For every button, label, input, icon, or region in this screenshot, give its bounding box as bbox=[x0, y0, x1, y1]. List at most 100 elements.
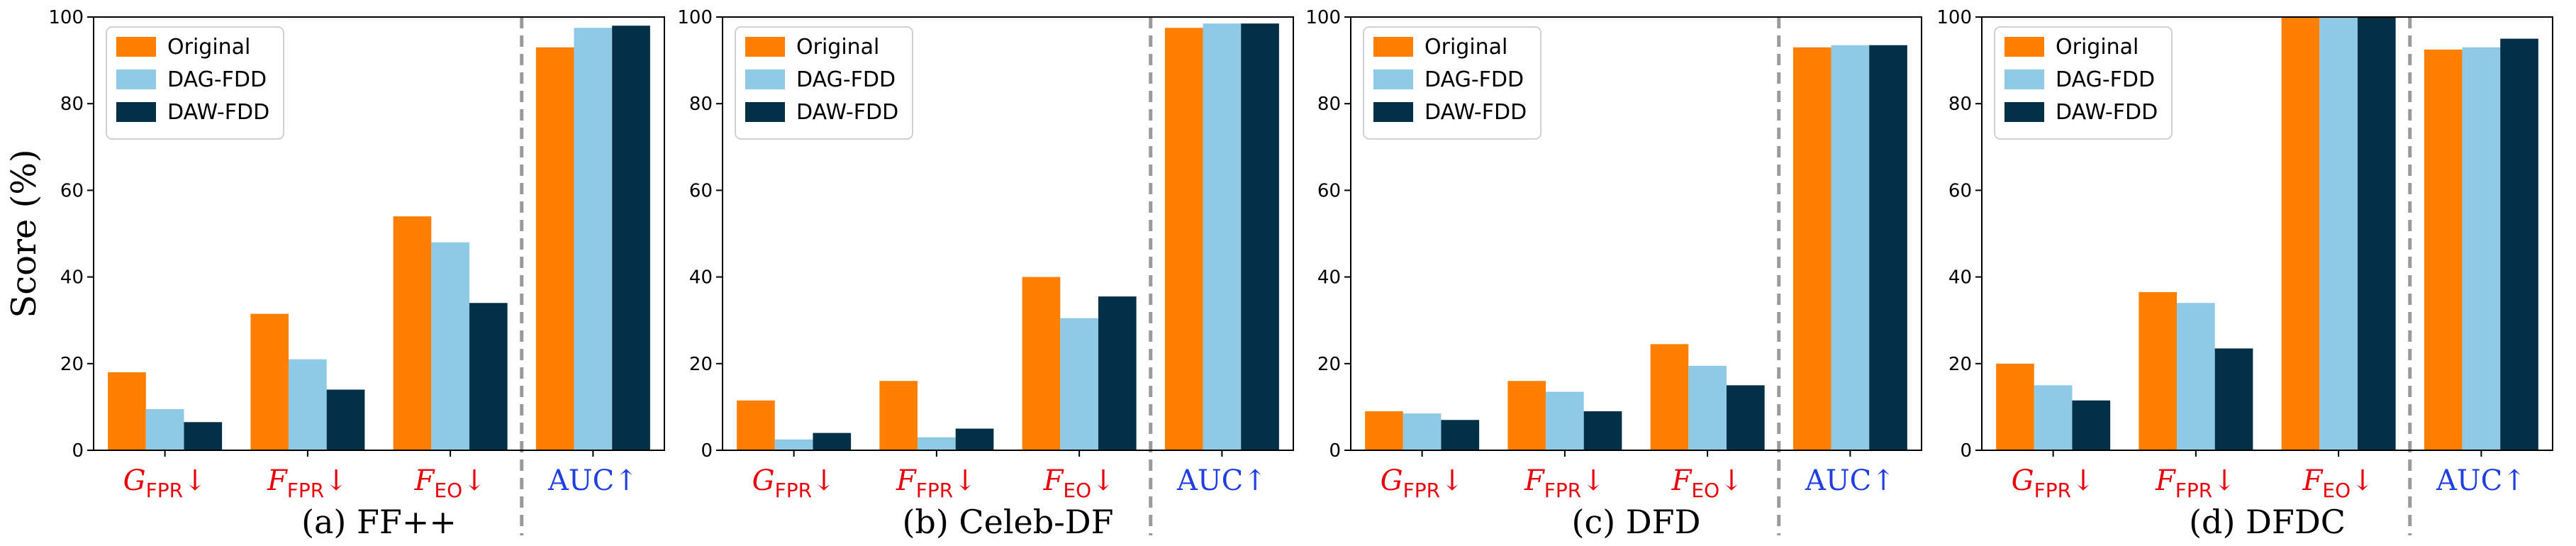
legend-swatch-0 bbox=[1373, 37, 1413, 57]
x-category-label-2: FEO↓ bbox=[1043, 464, 1115, 502]
category-base: AUC bbox=[547, 464, 614, 497]
legend: Original DAG-FDD DAW-FDD bbox=[1994, 26, 2173, 140]
bar-original-3 bbox=[1164, 28, 1203, 450]
legend-swatch-1 bbox=[745, 69, 785, 89]
bar-daw-fdd-1 bbox=[1583, 411, 1622, 450]
y-tick-label-2: 40 bbox=[689, 267, 713, 289]
axes-frame bbox=[722, 16, 1294, 451]
category-base: F bbox=[896, 464, 917, 497]
x-category-label-1: FFPR↓ bbox=[2155, 464, 2236, 502]
legend-swatch-1 bbox=[116, 69, 156, 89]
panel-caption: (b) Celeb-DF bbox=[902, 503, 1113, 541]
bar-daw-fdd-2 bbox=[469, 303, 508, 450]
bars-group bbox=[1365, 45, 1907, 450]
legend-label-1: DAG-FDD bbox=[2056, 67, 2155, 92]
bar-original-3 bbox=[2424, 49, 2463, 450]
bar-dag-fdd-1 bbox=[1546, 391, 1584, 450]
axes-frame bbox=[1981, 16, 2553, 451]
bar-dag-fdd-2 bbox=[431, 242, 469, 450]
category-base: G bbox=[1381, 464, 1403, 497]
bar-dag-fdd-3 bbox=[574, 28, 613, 450]
bar-original-2 bbox=[1650, 344, 1689, 450]
legend-label-1: DAG-FDD bbox=[796, 67, 896, 92]
legend-swatch-2 bbox=[116, 102, 156, 122]
x-category-label-0: GFPR↓ bbox=[1381, 464, 1464, 502]
category-arrow: ↓ bbox=[1581, 464, 1605, 497]
category-arrow: ↓ bbox=[953, 464, 977, 497]
legend-label-1: DAG-FDD bbox=[1424, 67, 1524, 92]
category-arrow: ↓ bbox=[183, 464, 207, 497]
legend-swatch-2 bbox=[2005, 102, 2044, 122]
bar-original-3 bbox=[1792, 47, 1831, 450]
legend-label-0: Original bbox=[2056, 35, 2139, 60]
y-tick-label-4: 80 bbox=[689, 94, 713, 115]
category-arrow: ↑ bbox=[1871, 464, 1895, 497]
legend-swatch-1 bbox=[2005, 69, 2044, 89]
bars-group bbox=[108, 26, 650, 450]
x-category-label-1: FFPR↓ bbox=[267, 464, 348, 502]
x-category-label-2: FEO↓ bbox=[414, 464, 486, 502]
y-tick-label-5: 100 bbox=[1936, 7, 1972, 28]
bar-daw-fdd-0 bbox=[2072, 400, 2111, 450]
category-subscript: EO bbox=[1691, 479, 1719, 502]
y-tick-label-3: 60 bbox=[1948, 180, 1972, 201]
category-subscript: FPR bbox=[287, 479, 324, 502]
panel-caption: (d) DFDC bbox=[2189, 503, 2346, 541]
bar-daw-fdd-1 bbox=[2214, 348, 2253, 450]
axes-frame bbox=[1350, 16, 1922, 451]
category-arrow: ↓ bbox=[1091, 464, 1115, 497]
category-subscript: EO bbox=[434, 479, 462, 502]
bar-daw-fdd-3 bbox=[1241, 23, 1279, 450]
y-tick-label-2: 40 bbox=[60, 267, 84, 289]
bar-daw-fdd-3 bbox=[2500, 38, 2538, 450]
bar-daw-fdd-0 bbox=[1441, 420, 1480, 450]
category-base: AUC bbox=[1176, 464, 1243, 497]
y-tick-label-1: 20 bbox=[689, 354, 713, 375]
category-base: G bbox=[2012, 464, 2034, 497]
y-tick-label-1: 20 bbox=[1948, 354, 1972, 375]
bar-dag-fdd-1 bbox=[2177, 303, 2215, 450]
bar-dag-fdd-3 bbox=[1203, 23, 1242, 450]
bar-dag-fdd-2 bbox=[2319, 17, 2358, 450]
category-base: AUC bbox=[1805, 464, 1871, 497]
bar-dag-fdd-2 bbox=[1688, 365, 1727, 450]
y-tick-label-2: 40 bbox=[1317, 267, 1341, 289]
x-category-label-1: FFPR↓ bbox=[896, 464, 977, 502]
category-subscript: FPR bbox=[1403, 479, 1440, 502]
legend-label-0: Original bbox=[796, 35, 879, 60]
y-tick-label-3: 60 bbox=[60, 180, 84, 201]
axes-frame bbox=[93, 16, 665, 451]
x-category-label-3: AUC↑ bbox=[1805, 464, 1895, 497]
category-subscript: FPR bbox=[146, 479, 183, 502]
category-base: F bbox=[1671, 464, 1693, 497]
legend-swatch-1 bbox=[1373, 69, 1413, 89]
category-subscript: EO bbox=[1063, 479, 1091, 502]
legend-swatch-0 bbox=[116, 37, 156, 57]
category-base: F bbox=[267, 464, 288, 497]
bar-dag-fdd-1 bbox=[918, 437, 956, 450]
bar-dag-fdd-0 bbox=[2034, 385, 2073, 450]
bar-dag-fdd-3 bbox=[1831, 45, 1870, 450]
bar-original-1 bbox=[2139, 291, 2178, 450]
category-arrow: ↓ bbox=[324, 464, 348, 497]
category-base: G bbox=[123, 464, 146, 497]
bar-original-1 bbox=[1507, 381, 1546, 450]
category-base: AUC bbox=[2436, 464, 2502, 497]
legend-label-1: DAG-FDD bbox=[167, 67, 267, 92]
legend-swatch-2 bbox=[745, 102, 785, 122]
category-arrow: ↓ bbox=[1719, 464, 1744, 497]
y-tick-label-4: 80 bbox=[1948, 94, 1972, 115]
y-tick-label-5: 100 bbox=[677, 7, 713, 28]
x-category-label-2: FEO↓ bbox=[1671, 464, 1744, 502]
bars-group bbox=[1996, 17, 2538, 450]
category-arrow: ↑ bbox=[2502, 464, 2526, 497]
y-tick-label-3: 60 bbox=[689, 180, 713, 201]
x-category-label-0: GFPR↓ bbox=[752, 464, 836, 502]
bar-daw-fdd-3 bbox=[612, 26, 650, 450]
y-tick-label-2: 40 bbox=[1948, 267, 1972, 289]
legend-swatch-2 bbox=[1373, 102, 1413, 122]
bar-daw-fdd-2 bbox=[1098, 296, 1137, 450]
category-arrow: ↓ bbox=[2071, 464, 2095, 497]
